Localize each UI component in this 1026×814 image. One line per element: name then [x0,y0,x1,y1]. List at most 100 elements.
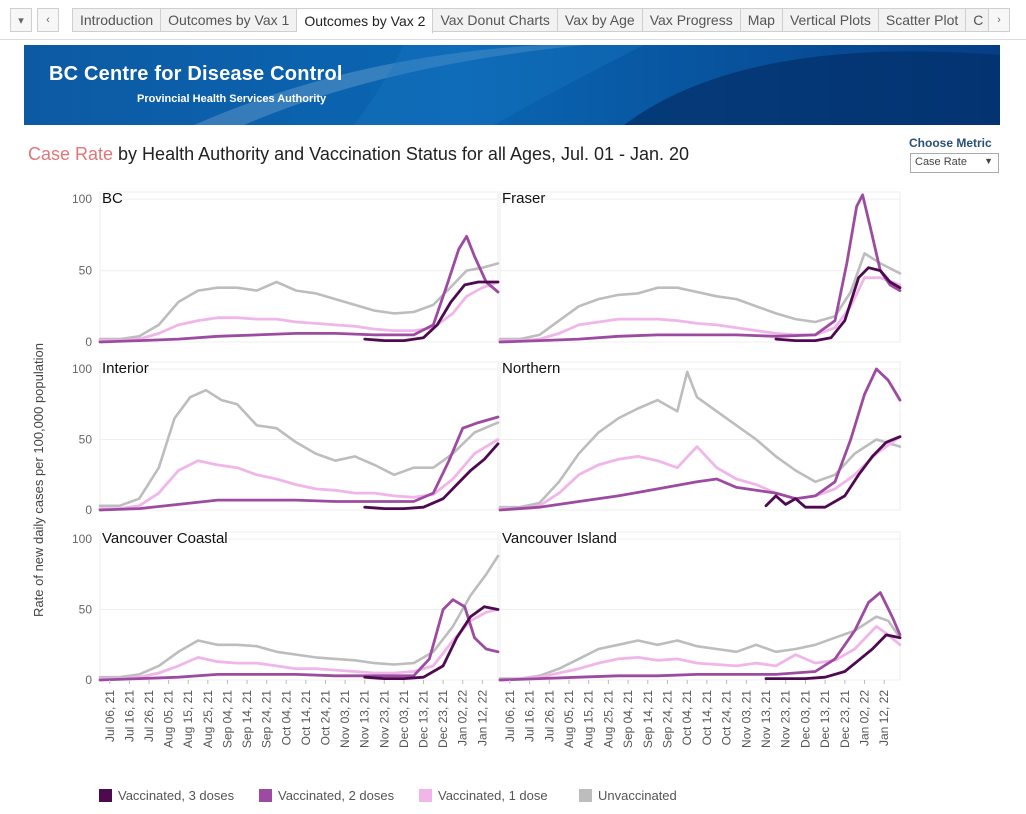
legend-swatch [579,789,592,802]
x-tick-label: Jul 06, 21 [503,690,517,742]
x-tick-label: Oct 24, 21 [318,690,332,746]
case-rate-chart: Rate of new daily cases per 100,000 popu… [31,190,902,748]
series-line-v1 [498,276,902,342]
panel-frame [499,361,901,511]
legend-label: Vaccinated, 3 doses [118,788,235,803]
panel-interior: 0 50 100 Interior [72,360,500,517]
panel-title: Vancouver Island [502,530,617,547]
metric-label: Choose Metric [909,136,992,150]
series-line-v2 [498,193,902,344]
series-line-unvax [498,615,902,680]
y-tick-label: 100 [72,362,92,376]
legend-label: Vaccinated, 1 dose [438,788,548,803]
tab-vax-donut-charts[interactable]: Vax Donut Charts [433,8,558,32]
series-line-v2 [498,367,902,512]
x-tick-label: Oct 14, 21 [299,690,313,746]
y-tick-label: 50 [79,433,93,447]
x-tick-label: Nov 23, 21 [779,690,793,748]
series-line-v2 [98,415,500,512]
x-tick-label: Sep 04, 21 [220,690,234,748]
panel-frame [499,191,901,343]
x-tick-label: Oct 04, 21 [279,690,293,746]
series-line-v3 [363,280,500,342]
tab-outcomes-by-vax-1[interactable]: Outcomes by Vax 1 [161,8,298,32]
tab-scroll-left-button[interactable]: ‹ [37,8,59,32]
x-tick-label: Aug 25, 21 [201,690,215,748]
x-tick-label: Nov 03, 21 [739,690,753,748]
panel-fraser: Fraser [498,190,902,344]
metric-dropdown-value: Case Rate [915,156,967,168]
tab-scroll-right-button[interactable]: › [988,8,1010,32]
x-tick-label: Jan 02, 22 [456,690,470,746]
banner-subtitle: Provincial Health Services Authority [137,93,327,105]
x-tick-label: Dec 23, 21 [436,690,450,748]
y-tick-label: 100 [72,532,92,546]
x-tick-label: Jan 12, 22 [877,690,891,746]
series-line-v1 [498,435,902,510]
caret-down-icon: ▼ [984,156,993,166]
y-tick-label: 50 [79,603,93,617]
panel-vancouver-coastal: 0 50 100 Vancouver Coastal Jul 06, 21 Jul 16,… [72,530,500,748]
series-line-unvax [98,388,500,508]
x-tick-label: Jul 16, 21 [523,690,537,742]
y-tick-label: 0 [85,673,92,687]
metric-dropdown[interactable]: Case Rate ▼ [910,153,999,173]
panel-frame [99,191,499,343]
x-tick-label: Oct 14, 21 [700,690,714,746]
tab-menu-button[interactable]: ▾ [10,8,32,32]
tab-scatter-plot[interactable]: Scatter Plot [878,8,967,32]
panel-title: Interior [102,360,149,377]
panel-vancouver-island: Vancouver Island Jul 06, 21 Jul 16, 21 Jul … [498,530,902,748]
banner-decoration [194,45,1000,125]
tab-introduction[interactable]: Introduction [72,8,162,32]
series-line-v3 [764,633,902,680]
tab-vertical-plots[interactable]: Vertical Plots [782,8,879,32]
series-line-unvax [498,370,902,509]
series-line-v1 [98,608,500,680]
legend-item-unvax: Unvaccinated [579,788,677,803]
tab-vax-progress[interactable]: Vax Progress [642,8,741,32]
tab-c[interactable]: C [966,8,992,32]
x-tick-label: Nov 03, 21 [338,690,352,748]
series-line-v3 [363,605,500,680]
legend-swatch [419,789,432,802]
series-line-v2 [98,234,500,344]
x-tick-label: Nov 23, 21 [377,690,391,748]
legend-swatch [99,789,112,802]
panel-frame [99,361,499,511]
x-tick-label: Dec 13, 21 [818,690,832,748]
series-line-v3 [764,435,902,509]
x-tick-label: Dec 03, 21 [798,690,812,748]
header-banner: BC Centre for Disease Control Provincial… [24,45,1000,125]
x-tick-label: Aug 25, 21 [601,690,615,748]
x-tick-label: Jan 12, 22 [475,690,489,746]
x-tick-label: Oct 04, 21 [680,690,694,746]
legend-label: Vaccinated, 2 doses [278,788,395,803]
y-tick-label: 0 [85,503,92,517]
tab-map[interactable]: Map [740,8,783,32]
panel-frame [499,531,901,681]
panel-title: Vancouver Coastal [102,530,228,547]
tab-outcomes-by-vax-2[interactable]: Outcomes by Vax 2 [297,8,434,34]
tab-vax-by-age[interactable]: Vax by Age [557,8,643,32]
tab-bar: ▾ ‹ Introduction Outcomes by Vax 1 Outcome… [0,0,1026,40]
banner-org-name: BC Centre for Disease Control [49,63,343,85]
x-tick-label: Oct 24, 21 [720,690,734,746]
caret-down-icon: ▾ [18,14,24,27]
series-line-v3 [774,266,902,342]
x-tick-label: Jan 02, 22 [858,690,872,746]
legend-item-v3: Vaccinated, 3 doses [99,788,234,803]
x-tick-label: Sep 14, 21 [240,690,254,748]
y-tick-label: 100 [72,192,92,206]
panel-title: BC [102,190,123,207]
x-tick-label: Jul 16, 21 [122,690,136,742]
x-tick-label: Nov 13, 21 [759,690,773,748]
series-line-v2 [498,591,902,682]
legend-label: Unvaccinated [598,788,677,803]
panel-northern: Northern [498,360,902,512]
x-tick-label: Jul 26, 21 [542,690,556,742]
chevron-left-icon: ‹ [46,14,50,26]
x-tick-label: Jul 06, 21 [103,690,117,742]
x-tick-label: Aug 15, 21 [582,690,596,748]
x-tick-label: Sep 24, 21 [260,690,274,748]
